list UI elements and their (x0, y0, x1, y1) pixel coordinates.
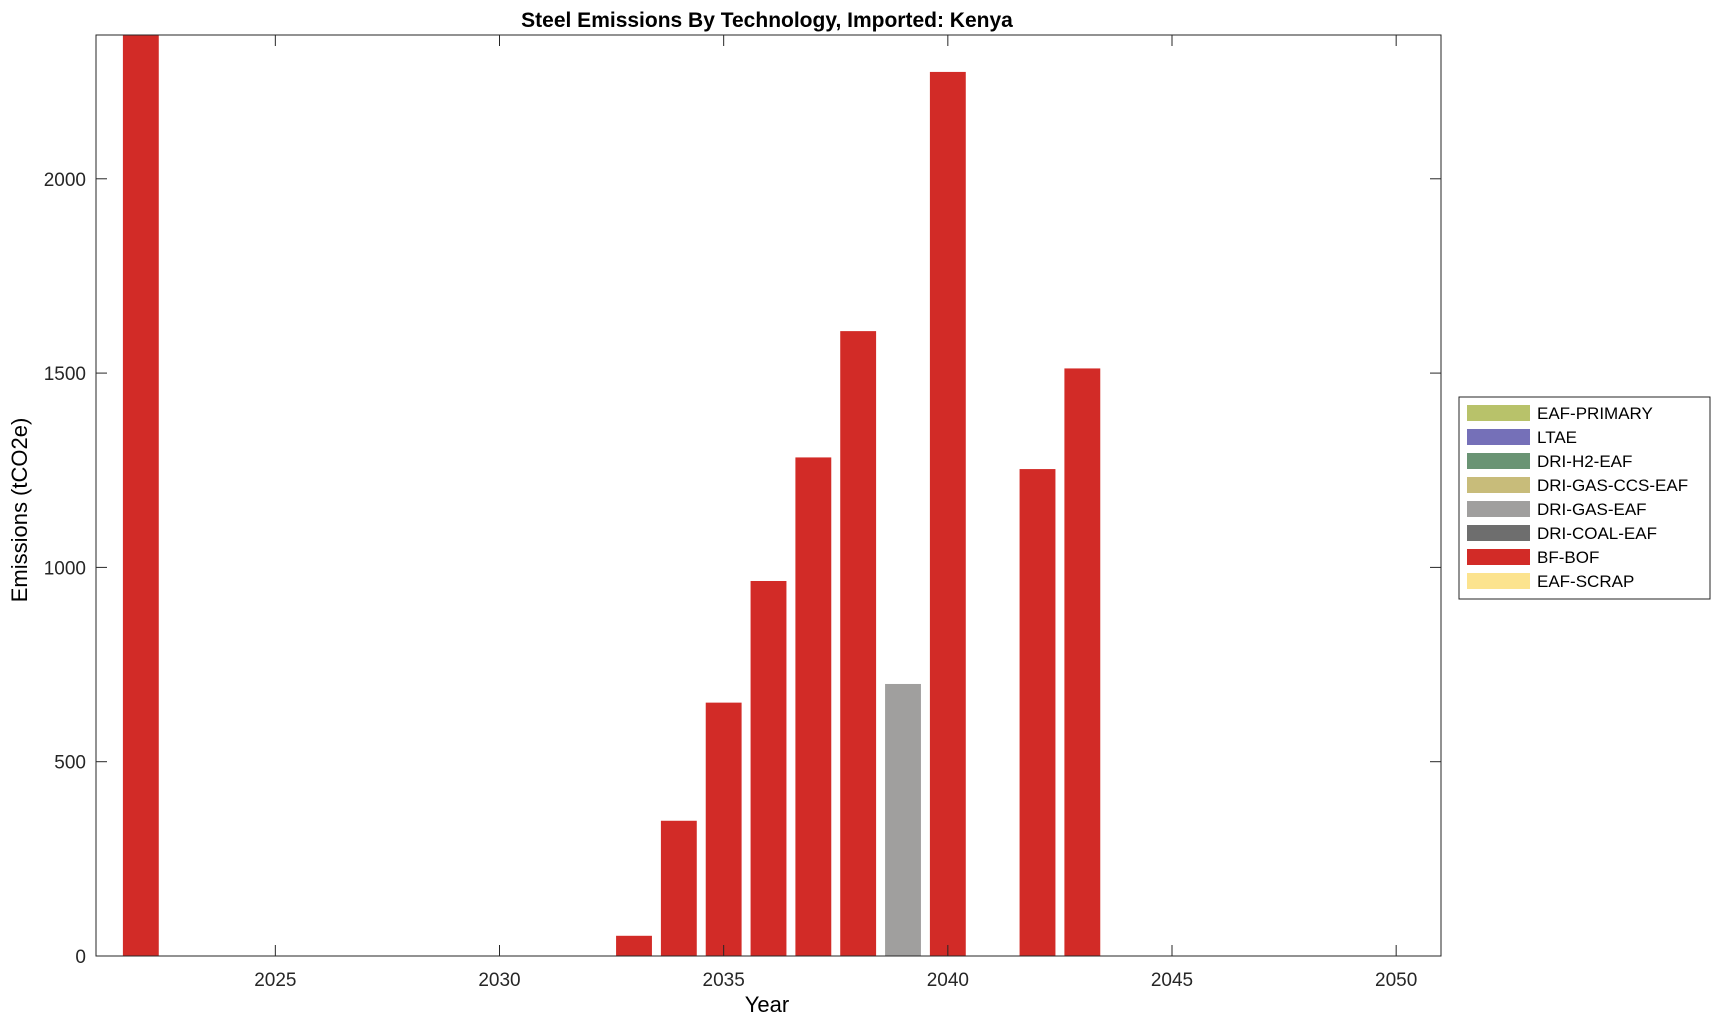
legend-swatch-dri-gas-eaf (1467, 501, 1530, 517)
bar-bf-bof-2037 (795, 457, 832, 956)
x-tick-label: 2035 (703, 970, 745, 991)
bar-bf-bof-2043 (1064, 368, 1101, 956)
x-axis-title: Year (745, 992, 789, 1017)
bar-bf-bof-2036 (750, 580, 787, 956)
y-tick-label: 1500 (44, 364, 86, 385)
legend-label-dri-coal-eaf: DRI-COAL-EAF (1537, 524, 1657, 543)
legend-box (1458, 396, 1711, 600)
x-tick-label: 2030 (478, 970, 520, 991)
bar-bf-bof-2038 (840, 331, 877, 956)
legend-label-dri-gas-ccs-eaf: DRI-GAS-CCS-EAF (1537, 476, 1688, 495)
legend-label-eaf-primary: EAF-PRIMARY (1537, 404, 1653, 423)
x-tick-label: 2045 (1151, 970, 1193, 991)
ticks-layer: 2025 2030 2035 2040 2045 2050 0 500 1000 1500 2000 (44, 35, 1441, 991)
chart-title: Steel Emissions By Technology, Imported:… (521, 9, 1013, 32)
y-axis-title: Emissions (tCO2e) (7, 418, 32, 603)
legend-label-eaf-scrap: EAF-SCRAP (1537, 572, 1634, 591)
bar-bf-bof-2022 (122, 35, 159, 956)
legend-swatch-eaf-scrap (1467, 573, 1530, 589)
bar-bf-bof-2042 (1019, 469, 1056, 956)
legend-label-dri-gas-eaf: DRI-GAS-EAF (1537, 500, 1647, 519)
legend-swatch-eaf-primary (1467, 405, 1530, 421)
bar-bf-bof-2040 (929, 71, 966, 957)
bar-bf-bof-2034 (660, 820, 697, 956)
x-tick-label: 2025 (254, 970, 296, 991)
y-tick-label: 2000 (44, 170, 86, 191)
bar-bf-bof-2033 (616, 935, 652, 956)
legend-swatch-bf-bof (1467, 549, 1530, 565)
y-tick-label: 500 (54, 753, 86, 774)
x-tick-label: 2050 (1375, 970, 1417, 991)
bar-bf-bof-2035 (705, 702, 742, 956)
legend-label-ltae: LTAE (1537, 428, 1577, 447)
y-tick-label: 0 (75, 947, 86, 968)
legend-swatch-ltae (1467, 429, 1530, 445)
bars-layer (122, 35, 1101, 957)
legend-swatch-dri-coal-eaf (1467, 525, 1530, 541)
y-tick-label: 1000 (44, 558, 86, 579)
x-tick-label: 2040 (927, 970, 969, 991)
bar-dri-gas-eaf-2039 (885, 683, 921, 956)
plot-frame (95, 34, 1442, 957)
legend-label-dri-h2-eaf: DRI-H2-EAF (1537, 452, 1632, 471)
legend-swatch-dri-gas-ccs-eaf (1467, 477, 1530, 493)
legend-label-bf-bof: BF-BOF (1537, 548, 1599, 567)
legend: EAF-PRIMARY LTAE DRI-H2-EAF DRI-GAS-CCS-EAF… (1458, 396, 1711, 600)
legend-swatch-dri-h2-eaf (1467, 453, 1530, 469)
